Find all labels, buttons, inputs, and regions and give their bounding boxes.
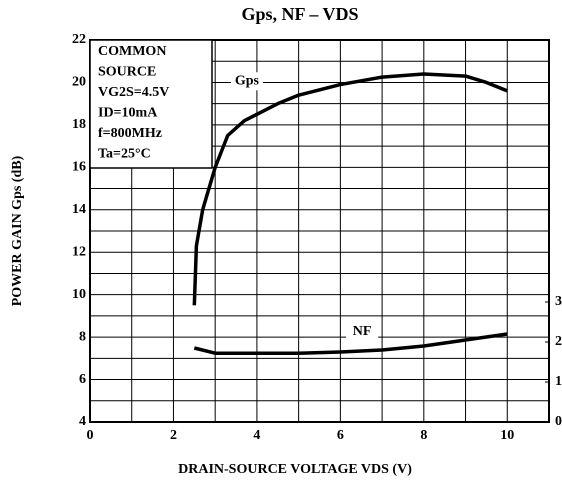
annotation: f=800MHz xyxy=(98,126,162,141)
y-tick-label: 8 xyxy=(79,329,86,344)
y-tick-label: 16 xyxy=(72,160,86,175)
x-tick-label: 4 xyxy=(253,428,260,443)
x-axis-label: DRAIN-SOURCE VOLTAGE VDS (V) xyxy=(178,462,412,477)
annotation: Ta=25°C xyxy=(98,147,151,162)
x-tick-label: 6 xyxy=(337,428,344,443)
series-label: Gps xyxy=(235,73,260,88)
plot-frame xyxy=(89,39,550,423)
y-axis-label: POWER GAIN Gps (dB) xyxy=(10,155,25,306)
y-tick-label: 12 xyxy=(72,244,86,259)
label-bg xyxy=(230,72,263,91)
annotation: VG2S=4.5V xyxy=(98,85,169,100)
annotation: SOURCE xyxy=(98,65,156,80)
y-tick-label: 14 xyxy=(72,202,86,217)
x-tick-label: 2 xyxy=(170,428,177,443)
annotation-box xyxy=(89,39,213,169)
y2-tick-label: 1 xyxy=(555,374,562,389)
x-tick-label: 8 xyxy=(420,428,427,443)
y2-tick-label: 3 xyxy=(555,294,562,309)
series-label: NF xyxy=(353,324,372,339)
label-bg xyxy=(346,323,379,341)
line xyxy=(193,332,508,355)
y2-tick-label: 0 xyxy=(555,414,562,429)
y-tick-label: 18 xyxy=(72,117,86,132)
chart-title: Gps, NF – VDS xyxy=(241,4,358,24)
line xyxy=(192,72,508,306)
x-tick-label: 10 xyxy=(500,428,514,443)
y-tick-label: 4 xyxy=(79,414,86,429)
annotation: COMMON xyxy=(98,44,166,59)
y-tick-label: 22 xyxy=(72,32,86,47)
y-tick-label: 20 xyxy=(72,75,86,90)
x-tick-label: 0 xyxy=(87,428,94,443)
y-tick-label: 6 xyxy=(79,372,86,387)
y-tick-label: 10 xyxy=(72,287,86,302)
y2-tick-label: 2 xyxy=(555,334,562,349)
annotation: ID=10mA xyxy=(98,106,158,121)
